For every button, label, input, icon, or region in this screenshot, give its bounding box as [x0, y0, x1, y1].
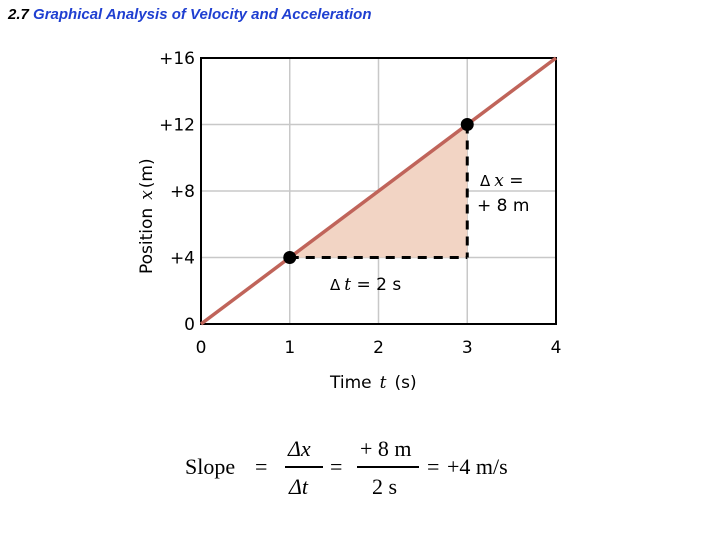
formula-equals-3: = [427, 454, 440, 479]
x-tick-label: 0 [196, 338, 207, 358]
y-tick-label: +4 [170, 249, 195, 269]
y-axis-label: Positionx(m) [137, 158, 157, 274]
data-point [283, 251, 297, 264]
formula-equals-1: = [255, 454, 268, 479]
fraction-bar-2 [357, 466, 419, 468]
section-title: Graphical Analysis of Velocity and Accel… [33, 6, 372, 23]
y-tick-label: +16 [159, 49, 195, 69]
plot-frame [200, 57, 557, 325]
x-axis-label: Time t (s) [329, 373, 417, 393]
grid [201, 58, 556, 324]
x-tick-label: 3 [462, 338, 473, 358]
formula-denominator-1: Δt [289, 474, 309, 499]
delta-x-value: + 8 m [477, 196, 529, 216]
formula-numerator-1: Δx [288, 436, 311, 461]
fraction-bar-1 [285, 466, 323, 468]
section-number: 2.7 [8, 6, 29, 23]
y-tick-label: +12 [159, 116, 195, 136]
y-tick-label: 0 [184, 315, 195, 335]
formula-denominator-2: 2 s [372, 474, 398, 499]
data-point [460, 118, 474, 131]
slide-title: 2.7 Graphical Analysis of Velocity and A… [8, 6, 371, 23]
formula-numerator-2: + 8 m [360, 436, 412, 461]
formula-lhs: Slope [185, 454, 236, 479]
slope-formula: Slope = Δx Δt = + 8 m 2 s = +4 m/s [185, 432, 545, 512]
formula-result: +4 m/s [447, 454, 508, 479]
formula-equals-2: = [330, 454, 343, 479]
x-tick-label: 4 [551, 338, 562, 358]
x-tick-label: 2 [373, 338, 384, 358]
x-tick-label: 1 [284, 338, 295, 358]
position-line [199, 56, 558, 326]
y-tick-label: +8 [170, 182, 195, 202]
